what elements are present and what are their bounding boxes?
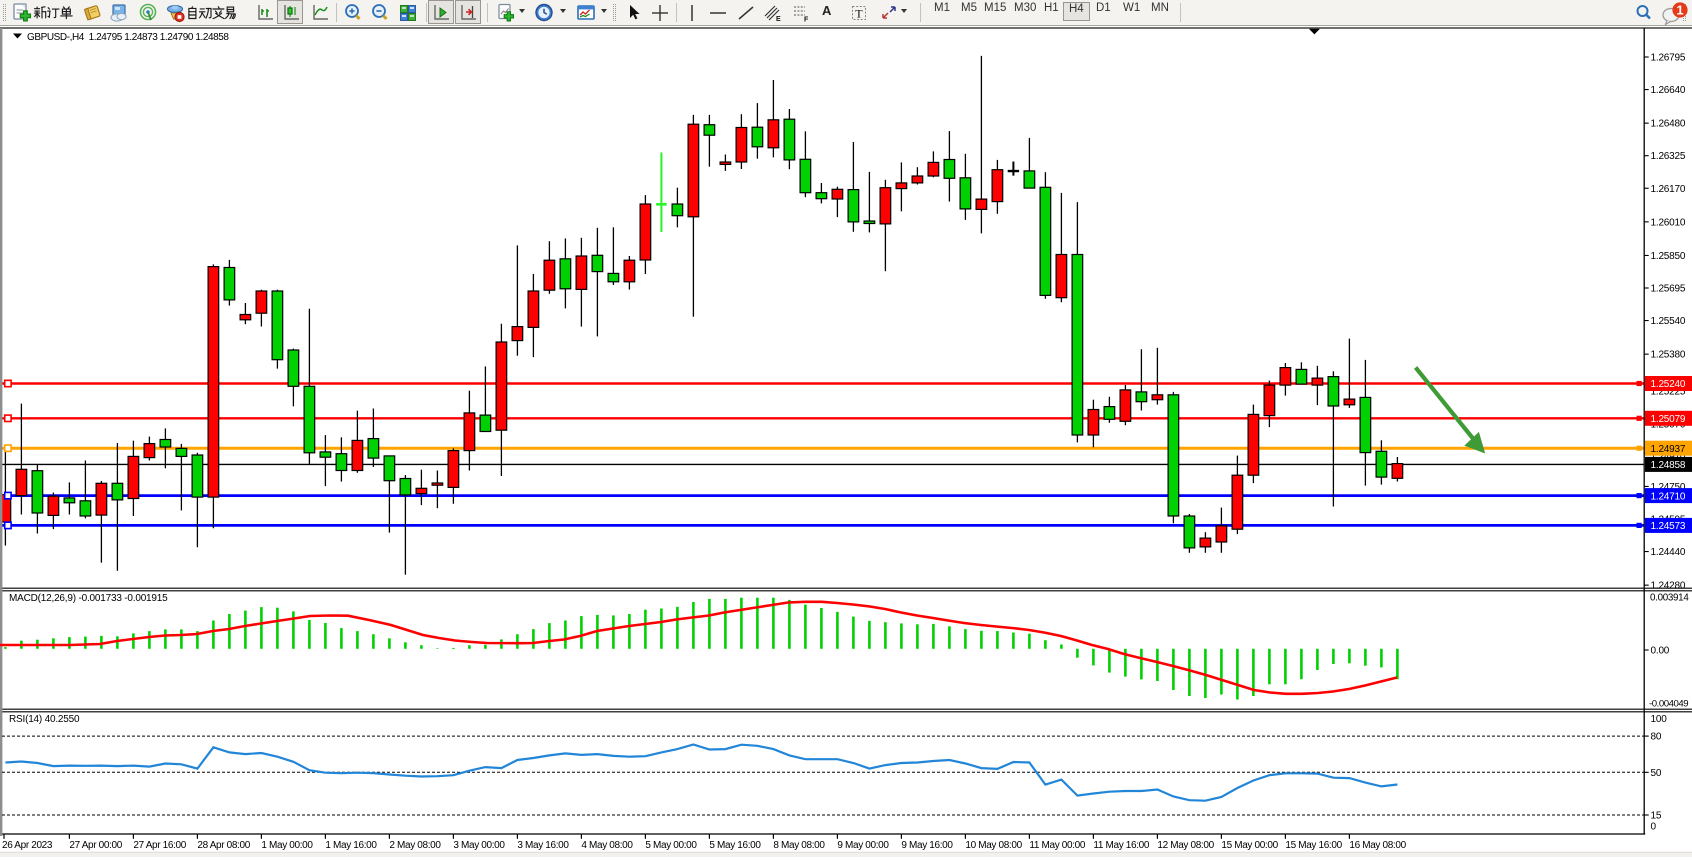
svg-text:3 May 16:00: 3 May 16:00 [517,840,569,851]
svg-text:2 May 08:00: 2 May 08:00 [389,840,441,851]
svg-text:10 May 08:00: 10 May 08:00 [965,840,1022,851]
svg-text:E: E [776,16,781,23]
svg-text:1.24858: 1.24858 [1651,460,1686,471]
svg-text:1.26640: 1.26640 [1651,85,1686,96]
svg-text:0: 0 [1651,822,1657,833]
svg-text:F: F [804,17,809,24]
svg-text:9 May 16:00: 9 May 16:00 [901,840,953,851]
svg-text:RSI(14) 40.2550: RSI(14) 40.2550 [9,714,80,725]
svg-text:15 May 00:00: 15 May 00:00 [1221,840,1278,851]
svg-text:3 May 00:00: 3 May 00:00 [453,840,505,851]
svg-text:11 May 00:00: 11 May 00:00 [1029,840,1085,851]
svg-text:1 May 16:00: 1 May 16:00 [325,840,377,851]
svg-text:1.24440: 1.24440 [1651,547,1686,558]
svg-text:1.24910: 1.24910 [1651,451,1686,462]
svg-text:80: 80 [1651,732,1662,743]
svg-text:11 May 16:00: 11 May 16:00 [1093,840,1149,851]
svg-text:27 Apr 16:00: 27 Apr 16:00 [133,840,186,851]
svg-text:15 May 16:00: 15 May 16:00 [1285,840,1342,851]
svg-text:27 Apr 00:00: 27 Apr 00:00 [69,840,122,851]
svg-text:1.26170: 1.26170 [1651,184,1686,195]
svg-text:9 May 00:00: 9 May 00:00 [837,840,889,851]
svg-text:1.24937: 1.24937 [1651,444,1686,455]
svg-text:T: T [855,7,863,21]
svg-text:1.25225: 1.25225 [1651,387,1686,398]
svg-text:12 May 08:00: 12 May 08:00 [1157,840,1214,851]
svg-text:1.24710: 1.24710 [1651,491,1686,502]
svg-text:1.25695: 1.25695 [1651,284,1686,295]
svg-text:MACD(12,26,9) -0.001733 -0.001: MACD(12,26,9) -0.001733 -0.001915 [9,593,168,604]
svg-text:1: 1 [1676,3,1683,18]
svg-text:1.24750: 1.24750 [1651,482,1686,493]
svg-text:8 May 08:00: 8 May 08:00 [773,840,825,851]
svg-text:1.24280: 1.24280 [1651,581,1686,592]
svg-text:16 May 08:00: 16 May 08:00 [1349,840,1406,851]
svg-text:0.003914: 0.003914 [1650,593,1689,604]
svg-text:1.26480: 1.26480 [1651,119,1686,130]
svg-text:5 May 00:00: 5 May 00:00 [645,840,697,851]
svg-text:4 May 08:00: 4 May 08:00 [581,840,633,851]
svg-text:1.25079: 1.25079 [1651,414,1686,425]
svg-text:1.25850: 1.25850 [1651,251,1686,262]
svg-text:1.24573: 1.24573 [1651,521,1686,532]
svg-text:50: 50 [1651,768,1662,779]
svg-text:1.26795: 1.26795 [1651,53,1686,64]
svg-text:5 May 16:00: 5 May 16:00 [709,840,761,851]
svg-text:1.26325: 1.26325 [1651,151,1686,162]
svg-text:100: 100 [1651,714,1668,725]
svg-text:0.00: 0.00 [1651,646,1670,657]
svg-text:26 Apr 2023: 26 Apr 2023 [2,840,53,851]
svg-text:GBPUSD-,H4 1.24795 1.24873 1.: GBPUSD-,H4 1.24795 1.24873 1.24790 1.248… [27,32,229,43]
svg-text:1 May 00:00: 1 May 00:00 [261,840,313,851]
svg-text:1.25540: 1.25540 [1651,316,1686,327]
svg-text:15: 15 [1651,811,1662,822]
svg-text:1.25240: 1.25240 [1651,379,1686,390]
svg-text:1.25380: 1.25380 [1651,350,1686,361]
svg-text:28 Apr 08:00: 28 Apr 08:00 [197,840,250,851]
svg-text:-0.004049: -0.004049 [1649,699,1688,710]
svg-text:1.26010: 1.26010 [1651,217,1686,228]
